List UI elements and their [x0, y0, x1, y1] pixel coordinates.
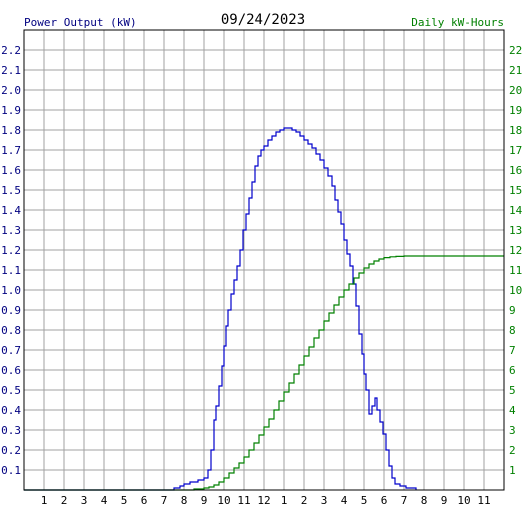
right-tick-label: 21	[509, 64, 522, 77]
left-axis-title: Power Output (kW)	[24, 16, 137, 29]
right-tick-label: 15	[509, 184, 522, 197]
left-tick-label: 0.2	[1, 444, 21, 457]
left-tick-label: 0.9	[1, 304, 21, 317]
right-tick-label: 1	[509, 464, 516, 477]
x-tick-label: 1	[41, 494, 48, 507]
left-tick-label: 1.9	[1, 104, 21, 117]
grid	[24, 30, 504, 490]
x-tick-label: 4	[341, 494, 348, 507]
x-axis-ticks: 1 2 3 4 5 6 7 8 9 10 11 12 1 2 3 4 5 6 7 8 9 10 11	[41, 494, 491, 507]
left-tick-label: 1.8	[1, 124, 21, 137]
x-tick-label: 6	[381, 494, 388, 507]
right-tick-label: 12	[509, 244, 522, 257]
left-tick-label: 1.2	[1, 244, 21, 257]
right-tick-label: 9	[509, 304, 516, 317]
right-tick-label: 20	[509, 84, 522, 97]
left-tick-label: 0.5	[1, 384, 21, 397]
x-tick-label: 4	[101, 494, 108, 507]
series-group	[24, 127, 504, 491]
x-tick-label: 6	[141, 494, 148, 507]
x-tick-label: 12	[257, 494, 270, 507]
right-tick-label: 13	[509, 224, 522, 237]
right-tick-label: 5	[509, 384, 516, 397]
x-tick-label: 5	[361, 494, 368, 507]
left-tick-label: 2.1	[1, 64, 21, 77]
left-axis-ticks: 0.1 0.2 0.3 0.4 0.5 0.6 0.7 0.8 0.9 1.0 1.1 1.2 1.3 1…	[1, 44, 21, 477]
left-tick-label: 0.7	[1, 344, 21, 357]
right-tick-label: 8	[509, 324, 516, 337]
left-tick-label: 2.2	[1, 44, 21, 57]
right-tick-label: 19	[509, 104, 522, 117]
right-tick-label: 10	[509, 284, 522, 297]
left-tick-label: 1.5	[1, 184, 21, 197]
x-tick-label: 3	[81, 494, 88, 507]
left-tick-label: 2.0	[1, 84, 21, 97]
left-tick-label: 0.1	[1, 464, 21, 477]
plot-frame	[23, 29, 505, 491]
power-series-line	[24, 127, 417, 491]
right-tick-label: 11	[509, 264, 522, 277]
x-tick-label: 2	[61, 494, 68, 507]
left-tick-label: 1.3	[1, 224, 21, 237]
left-tick-label: 1.1	[1, 264, 21, 277]
right-tick-label: 4	[509, 404, 516, 417]
left-tick-label: 0.4	[1, 404, 21, 417]
right-tick-label: 22	[509, 44, 522, 57]
x-tick-label: 10	[457, 494, 470, 507]
right-tick-label: 14	[509, 204, 523, 217]
x-tick-label: 3	[321, 494, 328, 507]
x-tick-label: 10	[217, 494, 230, 507]
right-tick-label: 3	[509, 424, 516, 437]
energy-series-line	[24, 255, 504, 491]
left-tick-label: 1.6	[1, 164, 21, 177]
right-axis-title: Daily kW-Hours	[411, 16, 504, 29]
left-tick-label: 0.3	[1, 424, 21, 437]
x-tick-label: 7	[161, 494, 168, 507]
right-tick-label: 7	[509, 344, 516, 357]
x-tick-label: 7	[401, 494, 408, 507]
right-tick-label: 17	[509, 144, 522, 157]
left-tick-label: 1.4	[1, 204, 21, 217]
x-tick-label: 8	[421, 494, 428, 507]
right-tick-label: 2	[509, 444, 516, 457]
left-tick-label: 1.7	[1, 144, 21, 157]
x-tick-label: 8	[181, 494, 188, 507]
x-tick-label: 9	[441, 494, 448, 507]
x-tick-label: 9	[201, 494, 208, 507]
x-tick-label: 11	[477, 494, 490, 507]
right-tick-label: 16	[509, 164, 522, 177]
chart-title: 09/24/2023	[221, 12, 305, 28]
x-tick-label: 5	[121, 494, 128, 507]
right-tick-label: 6	[509, 364, 516, 377]
x-tick-label: 2	[301, 494, 308, 507]
left-tick-label: 0.8	[1, 324, 21, 337]
x-tick-label: 11	[237, 494, 250, 507]
left-tick-label: 1.0	[1, 284, 21, 297]
x-tick-label: 1	[281, 494, 288, 507]
left-tick-label: 0.6	[1, 364, 21, 377]
right-tick-label: 18	[509, 124, 522, 137]
